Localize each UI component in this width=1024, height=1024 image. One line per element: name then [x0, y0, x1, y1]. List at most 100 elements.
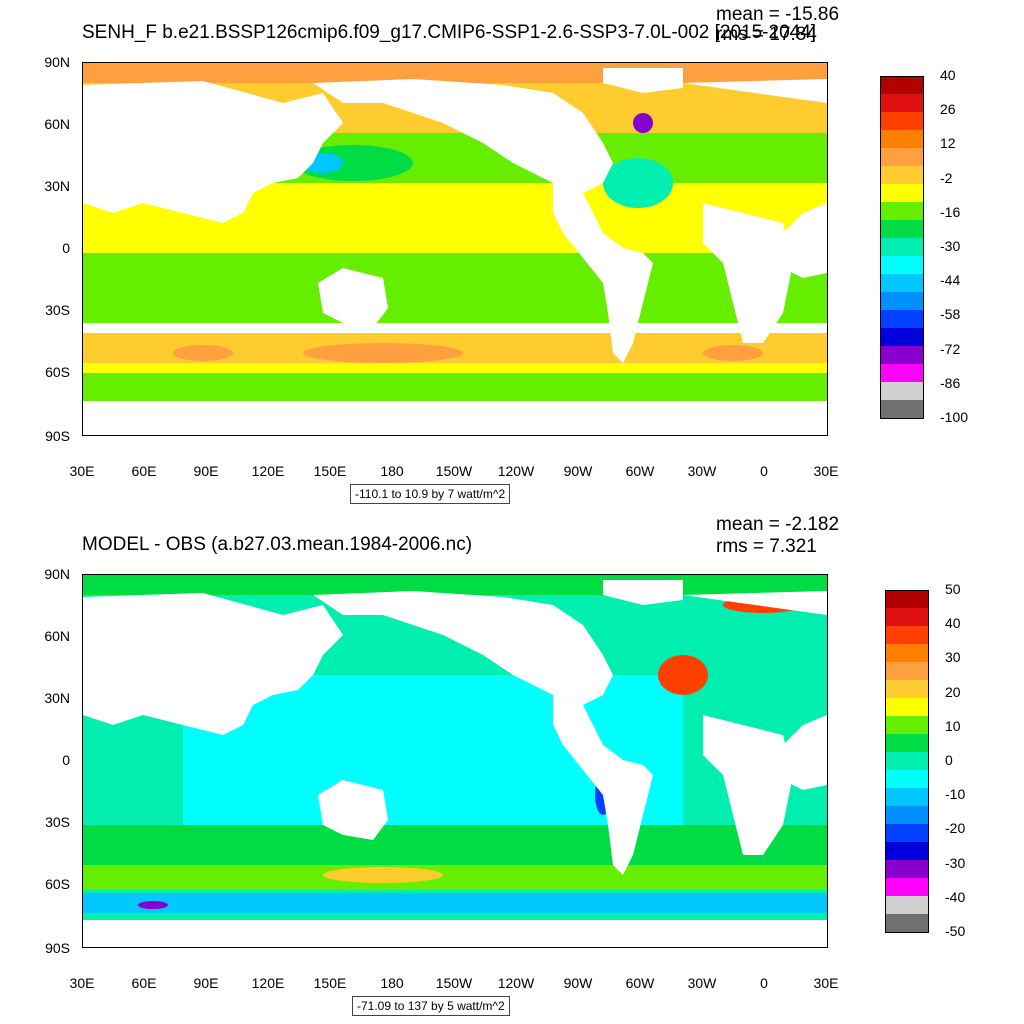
colorbar-label: -20	[945, 820, 966, 837]
colorbar-label: -10	[945, 786, 966, 803]
map-field	[83, 63, 827, 435]
colorbar-swatch	[880, 112, 924, 131]
colorbar-label: 20	[945, 683, 961, 700]
lon-label: 120W	[497, 463, 535, 479]
colorbar-label: -100	[940, 409, 969, 425]
colorbar-label: 12	[940, 135, 956, 152]
colorbar-label: 30	[945, 649, 961, 666]
lat-label: 0	[62, 752, 70, 768]
panel-bottom: MODEL - OBS (a.b27.03.mean.1984-2006.nc)…	[0, 512, 1024, 1024]
lat-label: 30S	[45, 814, 70, 830]
colorbar-swatch	[880, 382, 924, 401]
lat-label: 90S	[45, 940, 70, 956]
lon-label: 90W	[563, 975, 593, 991]
colorbar-swatch	[885, 662, 929, 681]
lon-label: 60W	[625, 975, 655, 991]
colorbar-swatch	[880, 292, 924, 311]
lat-label: 30S	[45, 302, 70, 318]
colorbar-label: 40	[945, 615, 961, 632]
lon-label: 30E	[813, 463, 839, 479]
colorbar-swatch	[880, 238, 924, 257]
lat-label: 90S	[45, 428, 70, 444]
lon-label: 180	[380, 463, 404, 479]
lon-label: 60E	[131, 975, 157, 991]
lon-label: 150E	[313, 975, 347, 991]
colorbar-label: 40	[940, 67, 956, 83]
lon-label: 30W	[687, 975, 717, 991]
colorbar-swatch	[880, 76, 924, 95]
colorbar-swatch	[885, 860, 929, 879]
lon-label: 150W	[435, 975, 473, 991]
colorbar-swatch	[885, 914, 929, 933]
lon-label: 0	[760, 463, 768, 479]
colorbar-label: 26	[940, 101, 956, 118]
lat-label: 30N	[44, 690, 70, 706]
rms-label: rms = 7.321	[716, 536, 817, 557]
lon-label: 90E	[193, 463, 219, 479]
mean-label: mean = -15.86	[716, 4, 840, 25]
colorbar-label: -72	[940, 340, 961, 357]
colorbar-swatch	[880, 346, 924, 365]
contour-range-label: -71.09 to 137 by 5 watt/m^2	[352, 996, 510, 1016]
lat-label: 30N	[44, 178, 70, 194]
lat-label: 60N	[44, 628, 70, 644]
colorbar-swatch	[885, 842, 929, 861]
lon-label: 150E	[313, 463, 347, 479]
colorbar-swatch	[885, 716, 929, 735]
lon-label: 180	[380, 975, 404, 991]
colorbar-swatch	[880, 256, 924, 275]
colorbar-swatch	[885, 896, 929, 915]
lat-label: 60S	[45, 364, 70, 380]
colorbar-swatch	[880, 130, 924, 149]
colorbar-label: -2	[940, 169, 953, 186]
lon-label: 30E	[69, 463, 95, 479]
panel-top: SENH_F b.e21.BSSP126cmip6.f09_g17.CMIP6-…	[44, 4, 969, 504]
colorbar-swatch	[880, 400, 924, 419]
colorbar-swatch	[885, 608, 929, 627]
colorbar-label: 10	[945, 717, 961, 734]
colorbar-label: -40	[945, 888, 966, 905]
colorbar	[880, 76, 924, 419]
colorbar-swatch	[880, 184, 924, 203]
map-plot	[82, 62, 828, 436]
colorbar-swatch	[880, 202, 924, 221]
colorbar-swatch	[880, 220, 924, 239]
colorbar-swatch	[880, 328, 924, 347]
colorbar-swatch	[885, 626, 929, 645]
colorbar-label: -30	[940, 238, 961, 254]
colorbar-label: -58	[940, 306, 961, 323]
lon-label: 150W	[435, 463, 473, 479]
mean-label: mean = -2.182	[716, 514, 840, 535]
colorbar-label: -30	[945, 854, 966, 871]
colorbar-swatch	[885, 644, 929, 663]
lat-label: 90N	[44, 566, 70, 582]
colorbar-swatch	[880, 148, 924, 167]
colorbar-swatch	[885, 734, 929, 753]
colorbar-swatch	[880, 364, 924, 383]
map-field	[83, 575, 827, 947]
lon-label: 120W	[497, 975, 535, 991]
colorbar-label: -16	[940, 203, 961, 220]
colorbar-swatch	[885, 698, 929, 717]
lon-label: 90E	[193, 975, 219, 991]
colorbar-swatch	[885, 770, 929, 789]
lat-label: 90N	[44, 54, 70, 70]
colorbar-swatch	[885, 590, 929, 609]
lat-label: 0	[62, 240, 70, 256]
lon-label: 30E	[69, 975, 95, 991]
colorbar-label: -50	[945, 923, 966, 939]
lon-label: 120E	[251, 463, 285, 479]
colorbar-label: -86	[940, 374, 961, 391]
map-plot	[82, 574, 828, 948]
lon-label: 60W	[625, 463, 655, 479]
lon-label: 60E	[131, 463, 157, 479]
colorbar-swatch	[885, 788, 929, 807]
colorbar-swatch	[880, 310, 924, 329]
colorbar-swatch	[880, 274, 924, 293]
colorbar-label: 50	[945, 581, 961, 597]
lat-label: 60N	[44, 116, 70, 132]
colorbar-label: -44	[940, 272, 961, 289]
colorbar	[885, 590, 929, 933]
panel-title: SENH_F b.e21.BSSP126cmip6.f09_g17.CMIP6-…	[82, 22, 817, 43]
lon-label: 120E	[251, 975, 285, 991]
